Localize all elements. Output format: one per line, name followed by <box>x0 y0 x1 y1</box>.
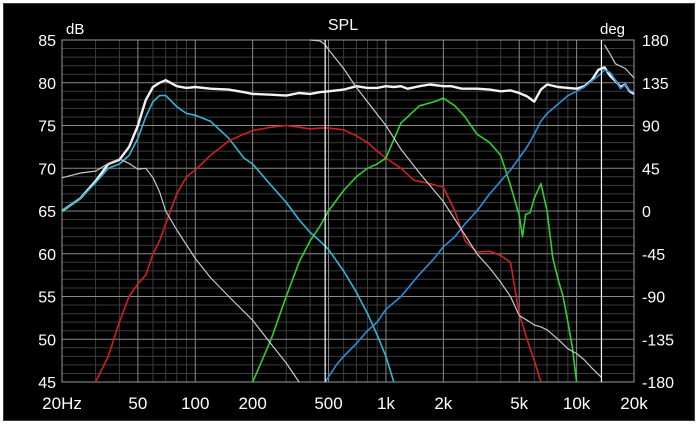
y-tick-label-right: -90 <box>642 290 665 307</box>
x-tick-label: 10k <box>563 394 591 413</box>
y-tick-label-right: 0 <box>642 204 651 221</box>
y-tick-label-left: 85 <box>38 33 56 50</box>
series-sum <box>62 67 634 211</box>
y-tick-label-left: 50 <box>38 332 56 349</box>
x-tick-label: 500 <box>314 394 342 413</box>
y-tick-label-left: 55 <box>38 290 56 307</box>
y-tick-label-left: 45 <box>38 375 56 392</box>
x-tick-label: 100 <box>181 394 209 413</box>
y-tick-label-left: 70 <box>38 161 56 178</box>
y-tick-label-right: -135 <box>642 332 674 349</box>
y-tick-label-right: 45 <box>642 161 660 178</box>
x-tick-label: 1k <box>377 394 395 413</box>
spl-chart: 85 80 75 70 65 60 55 50 45 180 135 90 45 0 -45 -90 -135 -… <box>4 4 696 422</box>
x-tick-label: 50 <box>128 394 147 413</box>
x-tick-label: 2k <box>434 394 452 413</box>
y-tick-label-left: 65 <box>38 204 56 221</box>
x-tick-label: 20k <box>620 394 648 413</box>
y-tick-label-right: 135 <box>642 76 669 93</box>
x-tick-label: 5k <box>510 394 528 413</box>
y-tick-label-left: 75 <box>38 119 56 136</box>
chart-title: SPL <box>328 17 358 34</box>
y-tick-label-right: -45 <box>642 247 665 264</box>
y-tick-label-right: 90 <box>642 119 660 136</box>
y-tick-label-right: -180 <box>642 375 674 392</box>
chart-panel: 85 80 75 70 65 60 55 50 45 180 135 90 45 0 -45 -90 -135 -… <box>3 3 695 421</box>
right-axis-unit: deg <box>600 21 625 38</box>
y-tick-label-left: 80 <box>38 76 56 93</box>
left-axis-unit: dB <box>66 21 84 38</box>
x-tick-label: 20Hz <box>42 394 82 413</box>
y-tick-label-right: 180 <box>642 33 669 50</box>
y-tick-label-left: 60 <box>38 247 56 264</box>
x-tick-label: 200 <box>238 394 266 413</box>
